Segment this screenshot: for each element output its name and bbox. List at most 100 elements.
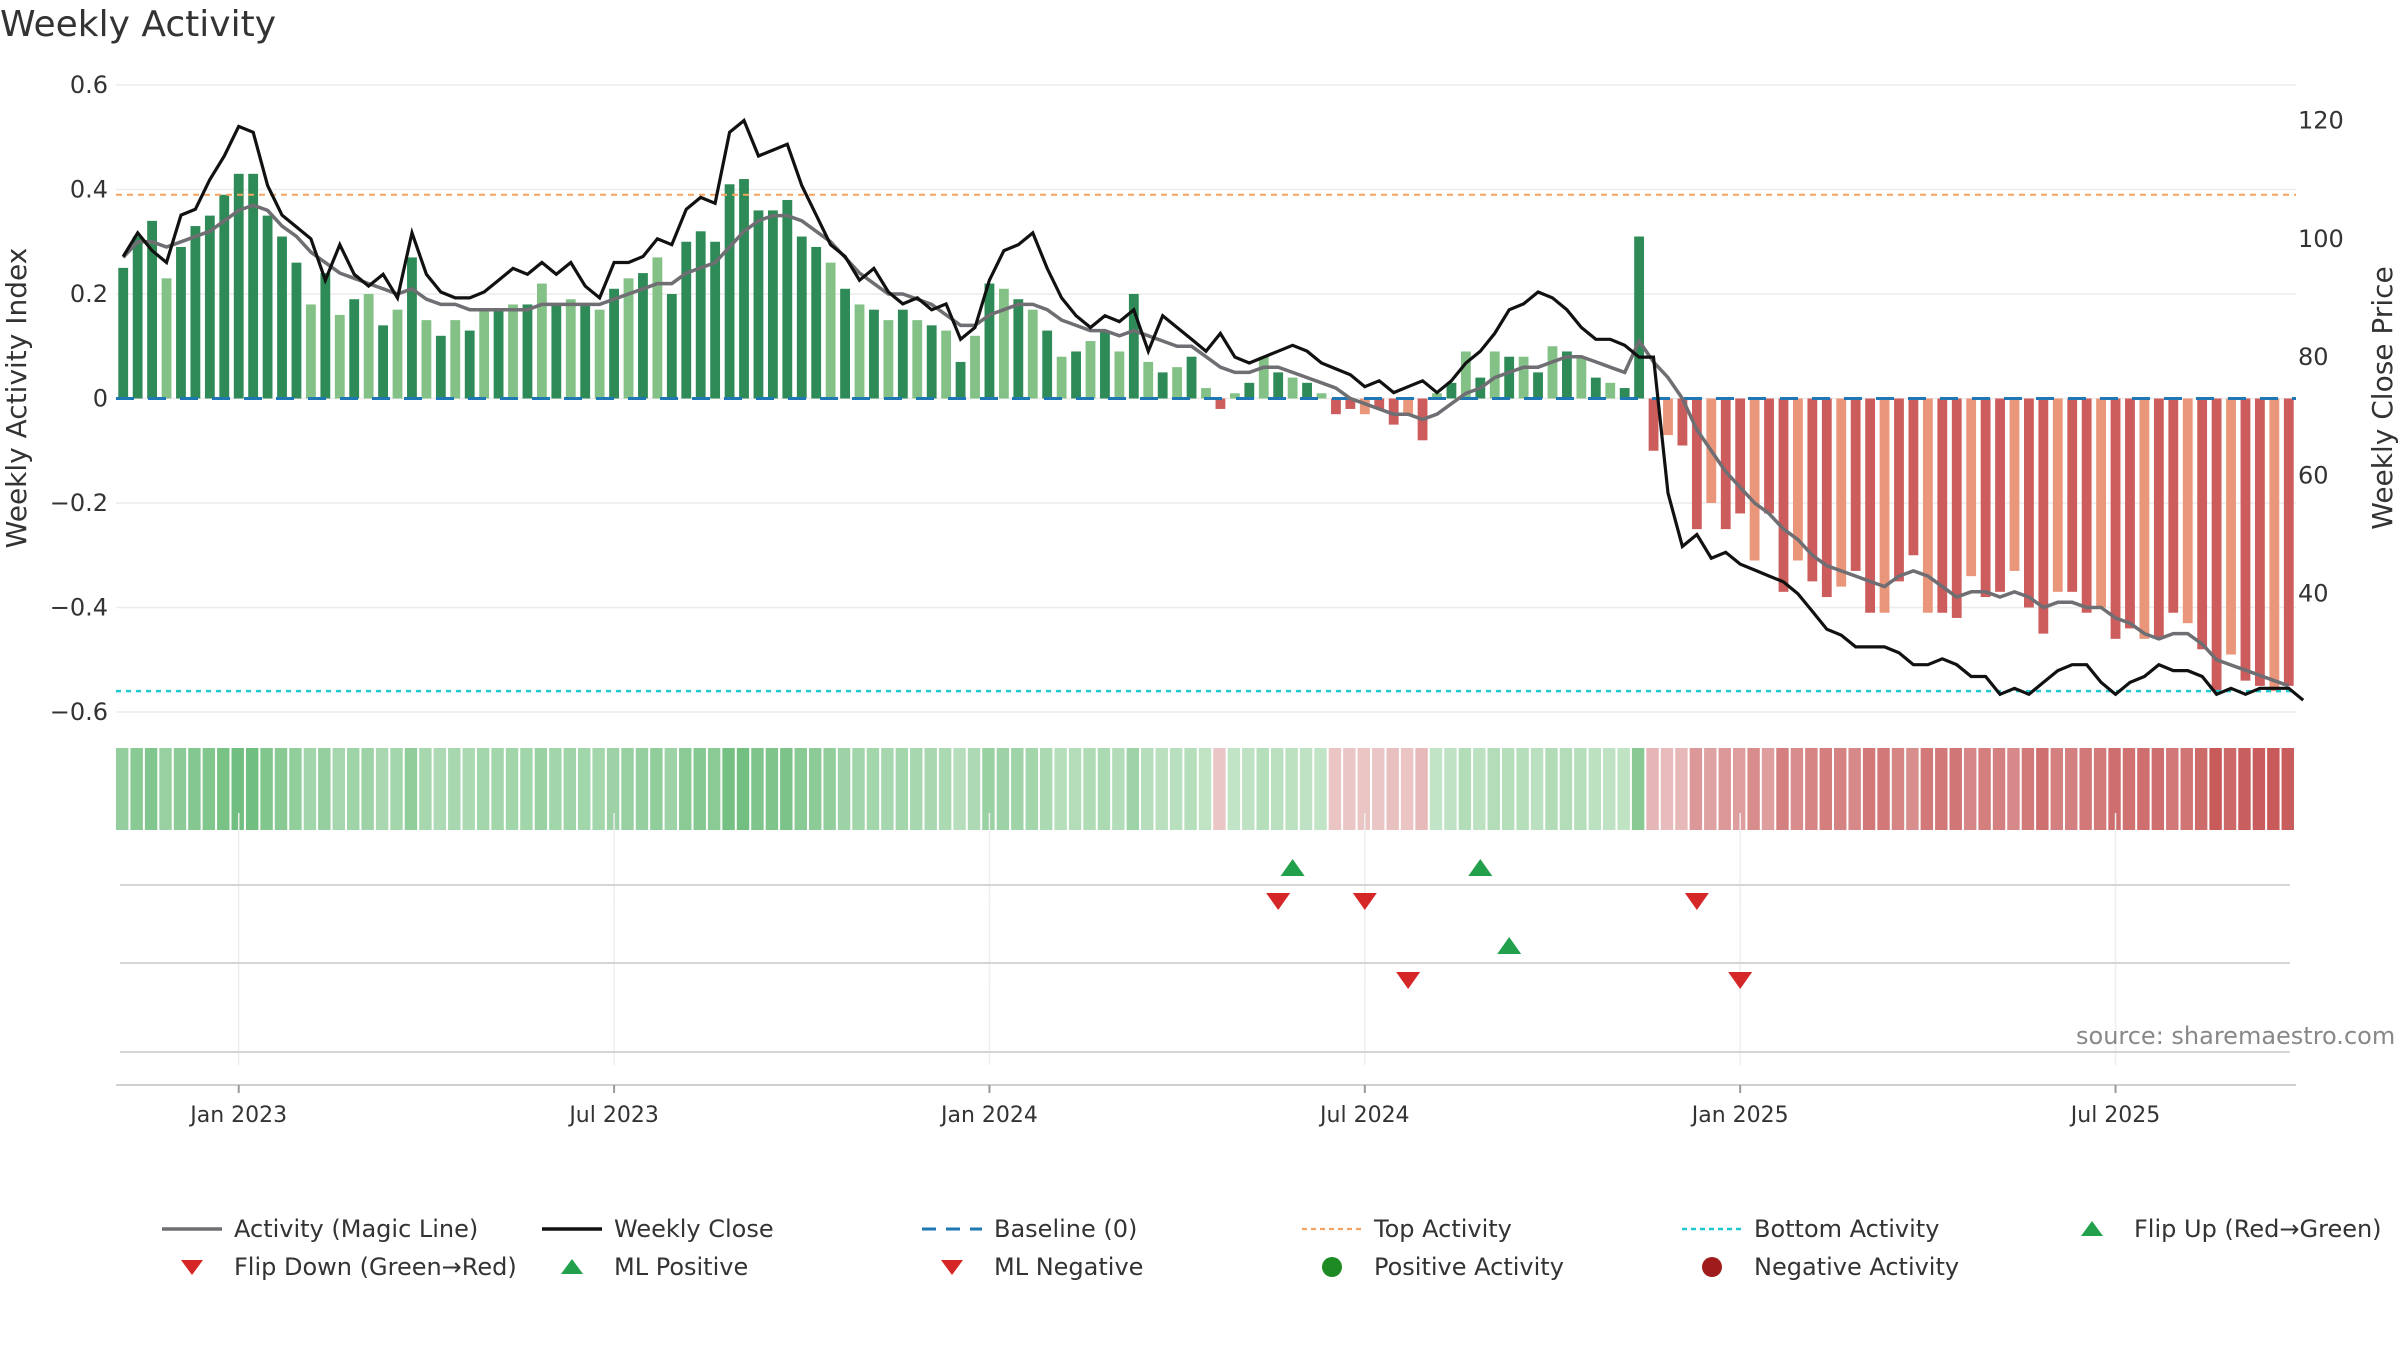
heat-cell (2209, 748, 2222, 830)
activity-bar (2211, 398, 2222, 692)
heat-cell (217, 748, 230, 830)
activity-bar (739, 179, 749, 399)
activity-bar (1634, 236, 1645, 399)
activity-bar (2269, 398, 2280, 692)
activity-bar (2024, 398, 2034, 608)
activity-bar (1576, 356, 1587, 399)
heat-cell (2252, 748, 2266, 830)
legend-label: ML Positive (614, 1253, 749, 1281)
activity-bar (883, 320, 894, 399)
activity-bar (1865, 398, 1876, 613)
heat-cell (116, 748, 129, 830)
activity-bar (2125, 398, 2135, 629)
activity-bar (1388, 398, 1399, 425)
activity-heat-strip (116, 748, 2294, 830)
activity-bar (926, 325, 937, 399)
heat-cell (1834, 748, 1847, 830)
y-tick-label: 0.2 (70, 280, 108, 308)
heat-cell (1819, 748, 1833, 830)
heat-cell (982, 748, 995, 830)
heat-cell (1141, 748, 1154, 830)
heat-cell (274, 748, 288, 830)
heat-cell (1458, 748, 1472, 830)
legend-item: Flip Up (Red→Green) (2060, 1215, 2382, 1243)
legend-swatch (1682, 1227, 1742, 1231)
activity-bar (1244, 382, 1255, 399)
heat-cell (1559, 748, 1573, 830)
heat-cell (866, 748, 880, 830)
heat-cell (808, 748, 822, 830)
activity-bar (1663, 398, 1673, 436)
ml-negative-marker (1728, 972, 1753, 989)
activity-bar (1836, 398, 1847, 587)
activity-bar (825, 262, 836, 399)
activity-bar (2081, 398, 2092, 613)
activity-bar (536, 283, 547, 399)
legend-swatch (2081, 1221, 2103, 1236)
heat-cell (592, 748, 605, 830)
y-tick-label: −0.2 (50, 489, 108, 517)
activity-bar (941, 330, 952, 399)
activity-bars (118, 173, 2294, 692)
heat-cell (1963, 748, 1977, 830)
heat-cell (938, 748, 952, 830)
heat-cell (1530, 748, 1544, 830)
heat-cell (202, 748, 216, 830)
x-tick-label: Jul 2025 (2069, 1103, 2161, 1128)
activity-bar (147, 220, 158, 399)
flip-up-marker (1280, 859, 1305, 876)
heat-cell (1386, 748, 1399, 830)
heat-cell (534, 748, 548, 830)
x-axis: Jan 2023 Jul 2023 Jan 2024 Jul 2024 Jan 2025… (116, 1084, 2296, 1128)
heat-cell (144, 748, 158, 830)
activity-bar (2009, 398, 2020, 571)
heat-cell (1285, 748, 1298, 830)
legend-label: Weekly Close (614, 1215, 774, 1243)
activity-bar (1013, 299, 1024, 399)
heat-cell (1906, 748, 1919, 830)
heat-cell (1039, 748, 1053, 830)
heat-cell (1862, 748, 1876, 830)
activity-bar (161, 278, 172, 399)
heat-cell (693, 748, 706, 830)
activity-bar (767, 210, 778, 399)
activity-bar (1922, 398, 1933, 613)
x-tick-label: Jul 2024 (1318, 1103, 1410, 1128)
legend-swatch (162, 1227, 222, 1231)
heat-cell (2267, 748, 2280, 830)
legend-label: Flip Down (Green→Red) (234, 1253, 517, 1281)
activity-bar (970, 335, 980, 399)
heat-cell (1343, 748, 1356, 830)
activity-bar (1374, 398, 1385, 409)
heat-cell (736, 748, 750, 830)
chart-title: Weekly Activity (0, 4, 277, 45)
activity-bar (248, 173, 259, 399)
activity-bar (1850, 398, 1861, 571)
activity-bar (1619, 388, 1630, 399)
y-tick-label: 0.4 (70, 176, 108, 204)
heat-cell (1603, 748, 1616, 830)
heat-cell (1415, 748, 1428, 830)
y-right-tick-label: 100 (2298, 225, 2344, 253)
activity-bar (392, 309, 403, 399)
activity-bar (1749, 398, 1760, 561)
heat-cell (996, 748, 1010, 830)
heat-cell (462, 748, 475, 830)
heat-cell (332, 748, 345, 830)
heat-cell (2079, 748, 2092, 830)
legend: Activity (Magic Line) Weekly Close Baselin… (160, 1215, 2400, 1295)
heat-cell (289, 748, 302, 830)
activity-bar (796, 236, 807, 399)
activity-bar (984, 283, 995, 399)
legend-label: Positive Activity (1374, 1253, 1564, 1281)
legend-item: Negative Activity (1680, 1253, 1959, 1281)
heat-cell (1776, 748, 1789, 830)
legend-label: Bottom Activity (1754, 1215, 1940, 1243)
activity-bar (2254, 398, 2265, 686)
heat-cell (1097, 748, 1111, 830)
activity-bar (1071, 351, 1081, 399)
source-credit: source: sharemaestro.com (2076, 1022, 2396, 1050)
heat-cell (1935, 748, 1948, 830)
activity-bar (233, 173, 244, 399)
activity-bar (594, 309, 605, 399)
